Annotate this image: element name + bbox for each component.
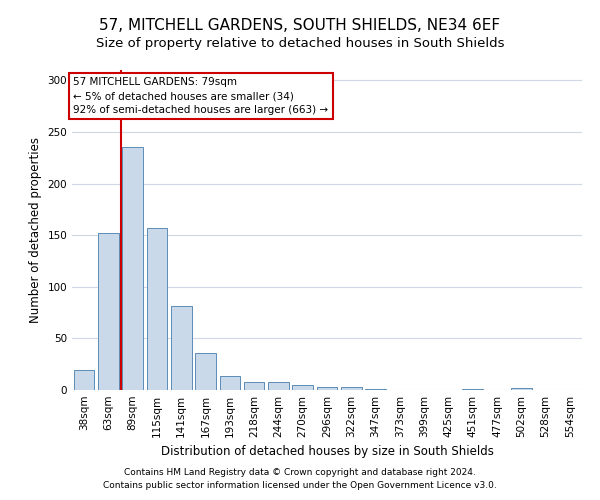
Bar bbox=[292, 385, 313, 390]
Y-axis label: Number of detached properties: Number of detached properties bbox=[29, 137, 42, 323]
Bar bbox=[122, 148, 143, 390]
Text: Contains HM Land Registry data © Crown copyright and database right 2024.: Contains HM Land Registry data © Crown c… bbox=[124, 468, 476, 477]
Text: Size of property relative to detached houses in South Shields: Size of property relative to detached ho… bbox=[96, 38, 504, 51]
Bar bbox=[268, 382, 289, 390]
Text: Contains public sector information licensed under the Open Government Licence v3: Contains public sector information licen… bbox=[103, 480, 497, 490]
Bar bbox=[220, 376, 240, 390]
Bar bbox=[341, 387, 362, 390]
Bar bbox=[98, 233, 119, 390]
Bar bbox=[244, 382, 265, 390]
Bar bbox=[195, 353, 216, 390]
Bar bbox=[74, 370, 94, 390]
Text: 57 MITCHELL GARDENS: 79sqm
← 5% of detached houses are smaller (34)
92% of semi-: 57 MITCHELL GARDENS: 79sqm ← 5% of detac… bbox=[73, 77, 328, 115]
Bar bbox=[463, 389, 483, 390]
Bar bbox=[171, 306, 191, 390]
Bar bbox=[146, 228, 167, 390]
X-axis label: Distribution of detached houses by size in South Shields: Distribution of detached houses by size … bbox=[161, 446, 493, 458]
Bar bbox=[365, 389, 386, 390]
Bar bbox=[317, 387, 337, 390]
Text: 57, MITCHELL GARDENS, SOUTH SHIELDS, NE34 6EF: 57, MITCHELL GARDENS, SOUTH SHIELDS, NE3… bbox=[100, 18, 500, 32]
Bar bbox=[511, 388, 532, 390]
